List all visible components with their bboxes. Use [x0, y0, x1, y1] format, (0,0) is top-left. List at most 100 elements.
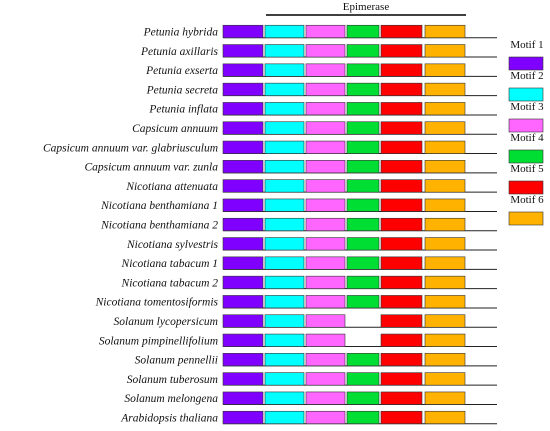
motif-3-box [305, 24, 346, 39]
species-row: Nicotiana sylvestris [126, 237, 497, 251]
motif-3-box [305, 179, 346, 193]
species-row: Solanum melongena [124, 391, 497, 405]
species-row: Petunia axillaris [140, 44, 497, 58]
motif-3-box [305, 160, 346, 174]
motif-1-box [222, 333, 264, 347]
motif-2-box [264, 217, 305, 232]
motif-1-box [222, 24, 264, 39]
motif-2-box [264, 24, 305, 39]
species-row: Nicotiana tabacum 2 [121, 275, 497, 289]
species-row: Capsicum annuum var. zunla [84, 160, 497, 174]
species-name: Nicotiana benthamiana 2 [100, 220, 218, 232]
motif-1-box [222, 121, 264, 135]
motif-5-box [380, 179, 423, 193]
motif-2-box [264, 410, 305, 425]
species-name: Solanum tuberosum [127, 374, 218, 386]
species-row: Nicotiana tomentosiformis [95, 295, 497, 309]
motif-2-box [264, 391, 305, 405]
motif-1-box [222, 140, 264, 154]
species-name: Nicotiana attenuata [125, 181, 218, 193]
species-row: Nicotiana benthamiana 2 [100, 217, 497, 232]
motif-4-box [346, 410, 380, 425]
motif-3-box [305, 63, 346, 77]
epimerase-header: Epimerase [266, 1, 466, 16]
species-name: Solanum pimpinellifolium [99, 335, 218, 347]
motif-4-box [346, 179, 380, 193]
motif-1-box [222, 372, 264, 386]
motif-2-box [264, 82, 305, 96]
motif-1-box [222, 63, 264, 77]
motif-2-box [264, 237, 305, 251]
legend-swatch [508, 118, 544, 133]
legend-swatch [508, 180, 544, 195]
motif-3-box [305, 140, 346, 154]
motif-6-box [424, 391, 466, 405]
motif-3-box [305, 217, 346, 232]
legend-item: Motif 2 [508, 70, 544, 102]
motif-5-box [380, 140, 423, 154]
motif-6-box [424, 410, 466, 425]
species-row: Capsicum annuum [132, 121, 497, 135]
species-row: Solanum tuberosum [127, 372, 497, 386]
motif-6-box [424, 63, 466, 77]
motif-5-box [380, 333, 423, 347]
motif-2-box [264, 353, 305, 367]
species-row: Solanum pennellii [135, 353, 497, 367]
motif-3-box [305, 237, 346, 251]
species-name: Petunia axillaris [140, 46, 219, 58]
motif-3-box [305, 391, 346, 405]
motif-5-box [380, 295, 423, 309]
motif-1-box [222, 237, 264, 251]
motif-6-box [424, 217, 466, 232]
legend-item: Motif 4 [508, 132, 544, 164]
motif-1-box [222, 179, 264, 193]
species-row: Nicotiana attenuata [125, 179, 497, 193]
motif-4-box [346, 295, 380, 309]
motif-3-box [305, 102, 346, 116]
legend-label: Motif 5 [510, 163, 544, 175]
species-name: Solanum melongena [124, 393, 218, 405]
motif-4-box [346, 353, 380, 367]
motif-3-box [305, 295, 346, 309]
motif-1-box [222, 275, 264, 289]
motif-3-box [305, 410, 346, 425]
motif-6-box [424, 82, 466, 96]
motif-5-box [380, 82, 423, 96]
motif-legend: Motif 1 Motif 2 Motif 3 Motif 4 Motif 5 Motif… [508, 39, 544, 226]
motif-5-box [380, 63, 423, 77]
motif-4-box [346, 121, 380, 135]
motif-5-box [380, 198, 423, 212]
motif-4-box [346, 198, 380, 212]
motif-5-box [380, 121, 423, 135]
motif-5-box [380, 372, 423, 386]
species-row: Nicotiana benthamiana 1 [100, 198, 497, 212]
legend-item: Motif 6 [508, 194, 544, 226]
motif-6-box [424, 179, 466, 193]
motif-4-box [346, 24, 380, 39]
legend-label: Motif 6 [510, 194, 544, 206]
motif-4-box [346, 160, 380, 174]
legend-item: Motif 1 [508, 39, 544, 71]
motif-6-box [424, 198, 466, 212]
motif-2-box [264, 314, 305, 328]
motif-5-box [380, 237, 423, 251]
species-name: Nicotiana benthamiana 1 [100, 200, 218, 212]
motif-3-box [305, 256, 346, 270]
motif-6-box [424, 353, 466, 367]
motif-6-box [424, 295, 466, 309]
motif-4-box [346, 256, 380, 270]
motif-4-box [346, 217, 380, 232]
legend-swatch [508, 87, 544, 102]
motif-6-box [424, 102, 466, 116]
legend-swatch [508, 56, 544, 71]
motif-4-box [346, 391, 380, 405]
motif-2-box [264, 179, 305, 193]
motif-3-box [305, 121, 346, 135]
motif-5-box [380, 217, 423, 232]
species-row: Petunia exserta [145, 63, 497, 77]
motif-2-box [264, 121, 305, 135]
motif-5-box [380, 44, 423, 58]
motif-5-box [380, 275, 423, 289]
